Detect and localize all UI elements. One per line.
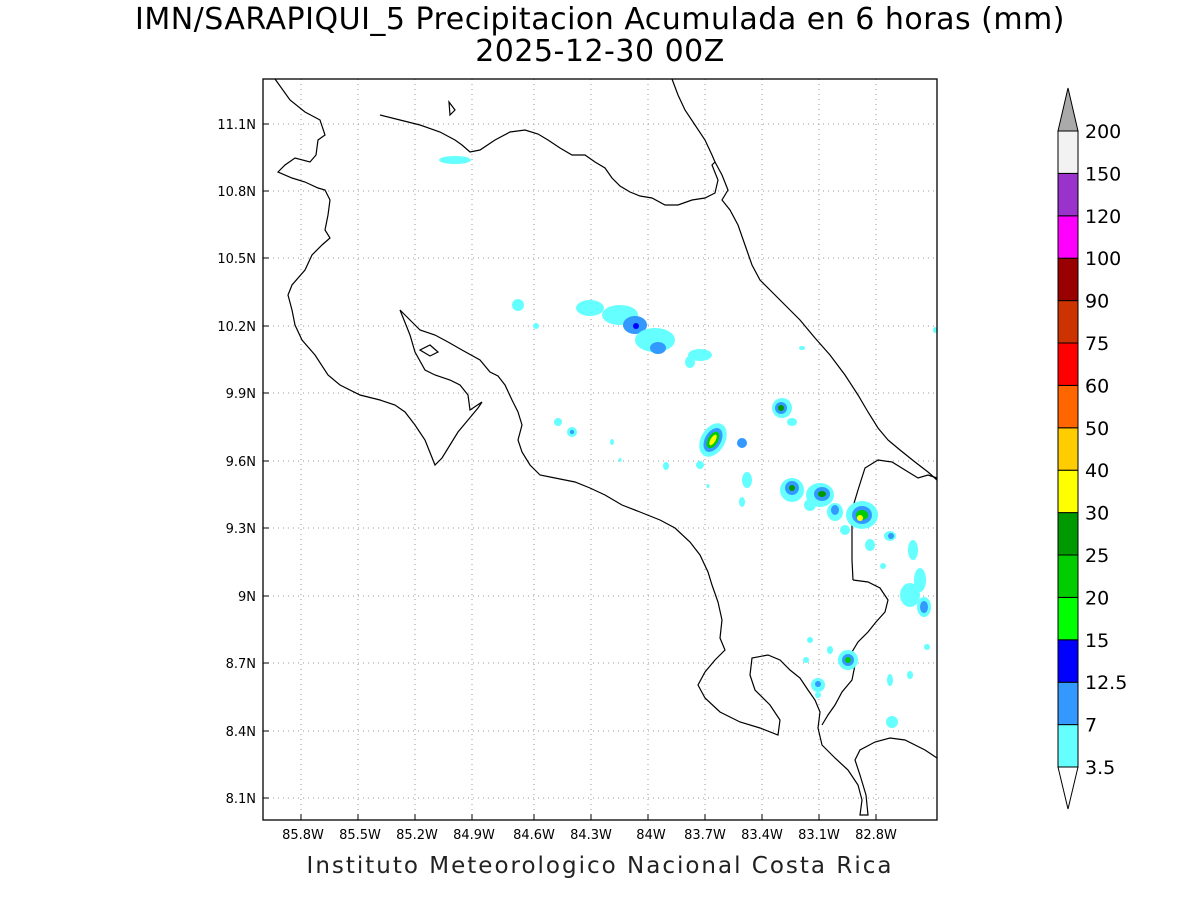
lon-tick-label: 85.2W	[396, 828, 438, 843]
lat-tick-label: 9.3N	[226, 522, 256, 537]
lon-tick-label: 84.3W	[570, 828, 612, 843]
footer-credit: Instituto Meteorologico Nacional Costa R…	[306, 853, 894, 879]
colorbar-swatch	[1057, 130, 1079, 174]
colorbar-level-label: 150	[1085, 163, 1121, 185]
colorbar-level-label: 3.5	[1085, 757, 1115, 779]
colorbar-under-triangle	[1057, 766, 1079, 810]
colorbar-swatch	[1057, 172, 1079, 217]
colorbar-swatch	[1057, 257, 1079, 302]
lat-tick-label: 8.4N	[226, 725, 256, 740]
lon-tick-label: 82.8W	[855, 828, 897, 843]
lat-tick-label: 10.5N	[217, 252, 256, 267]
colorbar-level-label: 120	[1085, 206, 1121, 228]
lon-tick-label: 83.1W	[798, 828, 840, 843]
lon-tick-label: 84.6W	[513, 828, 555, 843]
colorbar-swatch	[1057, 554, 1079, 598]
colorbar-level-label: 200	[1085, 121, 1121, 143]
latitude-axis: 11.1N 10.8N 10.5N 10.2N 9.9N 9.6N 9.3N 9…	[217, 118, 256, 807]
colorbar-swatch	[1057, 596, 1079, 641]
colorbar-swatch	[1057, 681, 1079, 726]
lon-tick-label: 84.9W	[453, 828, 495, 843]
grid-lines	[263, 79, 937, 820]
colorbar-level-label: 12.5	[1085, 672, 1127, 694]
lat-tick-label: 10.8N	[217, 185, 256, 200]
map-title: IMN/SARAPIQUI_5 Precipitacion Acumulada …	[135, 2, 1065, 37]
lat-tick-label: 10.2N	[217, 320, 256, 335]
colorbar-swatch	[1057, 215, 1079, 259]
colorbar-level-label: 25	[1085, 545, 1109, 567]
coastline	[274, 78, 938, 816]
colorbar-swatch	[1057, 469, 1079, 514]
colorbar-level-label: 7	[1085, 715, 1097, 737]
colorbar-swatch	[1057, 512, 1079, 556]
colorbar-swatch	[1057, 639, 1079, 683]
colorbar-level-label: 60	[1085, 375, 1109, 397]
colorbar-level-label: 75	[1085, 333, 1109, 355]
lat-tick-label: 9.6N	[226, 455, 256, 470]
colorbar-swatch	[1057, 300, 1079, 344]
lon-tick-label: 83.4W	[741, 828, 783, 843]
lat-tick-label: 9.9N	[226, 387, 256, 402]
colorbar-level-label: 15	[1085, 630, 1109, 652]
lon-tick-label: 83.7W	[684, 828, 726, 843]
longitude-axis: 85.8W 85.5W 85.2W 84.9W 84.6W 84.3W 84W …	[282, 828, 897, 843]
lon-tick-label: 84W	[636, 828, 666, 843]
map-frame	[262, 78, 938, 821]
lat-tick-label: 11.1N	[217, 118, 256, 133]
colorbar-swatch	[1057, 342, 1079, 386]
colorbar: 3.5 7 12.5 15 20 25 30 40 50 60 75 90 100 120 150 200	[1057, 87, 1127, 810]
map-datetime: 2025-12-30 00Z	[475, 34, 725, 69]
precipitation-field	[439, 156, 937, 728]
colorbar-level-label: 20	[1085, 587, 1109, 609]
colorbar-swatch	[1057, 384, 1079, 429]
colorbar-level-label: 40	[1085, 460, 1109, 482]
lat-tick-label: 8.1N	[226, 792, 256, 807]
colorbar-swatch	[1057, 724, 1079, 768]
colorbar-level-label: 50	[1085, 418, 1109, 440]
lon-tick-label: 85.5W	[339, 828, 381, 843]
colorbar-level-label: 30	[1085, 503, 1109, 525]
lat-tick-label: 8.7N	[226, 657, 256, 672]
colorbar-level-label: 90	[1085, 291, 1109, 313]
lon-tick-label: 85.8W	[282, 828, 324, 843]
colorbar-swatch	[1057, 427, 1079, 471]
lat-tick-label: 9N	[238, 590, 256, 605]
colorbar-level-label: 100	[1085, 248, 1121, 270]
colorbar-over-triangle	[1057, 87, 1079, 132]
